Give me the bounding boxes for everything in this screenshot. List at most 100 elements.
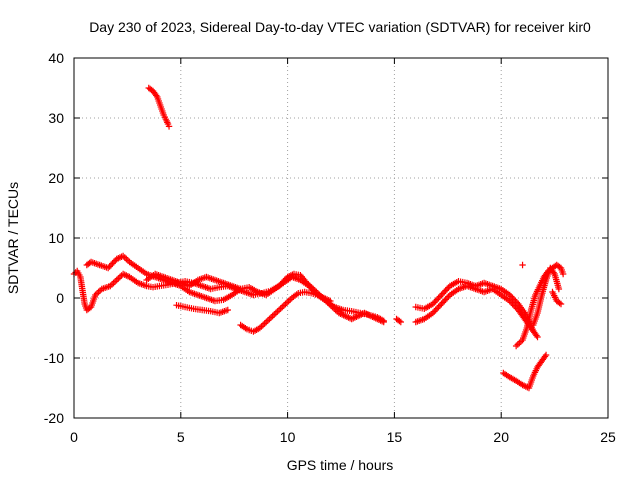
data-point: [542, 351, 550, 359]
data-point: [436, 293, 444, 300]
series-track-8: [412, 282, 541, 341]
data-point: [557, 300, 565, 308]
series-track-14: [519, 261, 526, 269]
data-point: [438, 291, 445, 299]
data-point: [380, 317, 387, 324]
data-point: [110, 279, 117, 287]
series-track-4: [143, 270, 244, 293]
data-point: [507, 293, 515, 300]
data-point: [530, 327, 537, 335]
y-tick-label: 20: [48, 170, 64, 186]
x-tick-label: 10: [280, 429, 296, 445]
series-track-3: [83, 252, 387, 324]
plot-frame: [73, 57, 609, 419]
data-point: [514, 341, 521, 348]
data-point: [115, 275, 122, 282]
data-point: [441, 297, 448, 305]
series-track-2: [70, 267, 387, 326]
data-point: [432, 297, 439, 305]
data-point: [267, 314, 275, 321]
grid-lines: [74, 58, 608, 418]
data-point: [264, 317, 272, 324]
data-point: [550, 269, 557, 276]
data-point: [308, 285, 316, 293]
data-point: [534, 333, 541, 341]
y-tick-label: 40: [48, 50, 64, 66]
chart-title: Day 230 of 2023, Sidereal Day-to-day VTE…: [89, 19, 591, 35]
data-point: [439, 290, 447, 297]
data-point: [271, 311, 278, 318]
x-tick-label: 5: [177, 429, 185, 445]
data-point: [274, 308, 281, 315]
data-point: [285, 297, 292, 305]
data-point: [433, 305, 441, 312]
data-point: [104, 264, 112, 272]
data-point: [269, 312, 276, 320]
data-point: [113, 276, 120, 284]
data-point: [275, 306, 283, 314]
series-track-6: [237, 288, 334, 335]
data-point: [442, 296, 449, 303]
data-point: [443, 294, 451, 302]
series-track-5: [173, 302, 231, 317]
data-point: [439, 299, 447, 306]
data-point: [280, 302, 288, 309]
series-track-12: [530, 264, 563, 329]
data-point: [507, 299, 515, 306]
data-point: [441, 288, 448, 296]
data-point: [431, 299, 438, 306]
data-point: [436, 302, 444, 309]
data-point: [512, 297, 519, 305]
data-point: [277, 305, 284, 312]
data-point: [510, 296, 518, 303]
data-point: [512, 342, 520, 350]
data-point: [429, 300, 437, 308]
data-point: [510, 302, 518, 309]
data-point: [106, 263, 113, 270]
data-point: [506, 297, 513, 305]
data-point: [519, 261, 526, 269]
y-tick-labels: -20 -10 0 10 20 30 40: [44, 50, 64, 426]
data-point: [555, 285, 563, 293]
series-track-10: [500, 351, 550, 392]
data-point: [438, 300, 445, 308]
data-point: [279, 303, 286, 311]
data-point: [443, 285, 451, 293]
data-point: [237, 285, 244, 293]
data-point: [307, 284, 314, 291]
data-point: [263, 318, 270, 326]
series-track-9: [412, 278, 537, 335]
series-track-13: [549, 288, 565, 308]
data-point: [224, 306, 231, 314]
x-tick-label: 20: [493, 429, 509, 445]
x-tick-label: 25: [600, 429, 616, 445]
data-point: [509, 294, 516, 302]
y-tick-label: -20: [44, 410, 64, 426]
series-track-7: [393, 315, 405, 326]
data-point: [110, 258, 118, 266]
data-point: [509, 300, 516, 308]
data-point: [305, 282, 313, 290]
y-tick-label: 0: [56, 290, 64, 306]
data-point: [272, 309, 280, 317]
data-point: [435, 294, 442, 302]
y-tick-label: 30: [48, 110, 64, 126]
x-tick-labels: 0 5 10 15 20 25: [70, 429, 616, 445]
y-tick-label: -10: [44, 350, 64, 366]
data-point: [435, 303, 442, 311]
data-point: [327, 297, 334, 305]
data-point: [259, 321, 267, 329]
data-point: [397, 318, 405, 326]
x-tick-label: 0: [70, 429, 78, 445]
series-track-1: [145, 84, 173, 130]
data-point: [153, 92, 160, 99]
y-tick-label: 10: [48, 230, 64, 246]
data-point: [556, 299, 563, 307]
data-point: [95, 288, 102, 296]
data-point: [107, 261, 115, 269]
y-axis-label: SDTVAR / TECUs: [5, 182, 21, 294]
data-point: [513, 299, 521, 306]
data-point: [261, 320, 268, 327]
data-point: [283, 299, 291, 306]
